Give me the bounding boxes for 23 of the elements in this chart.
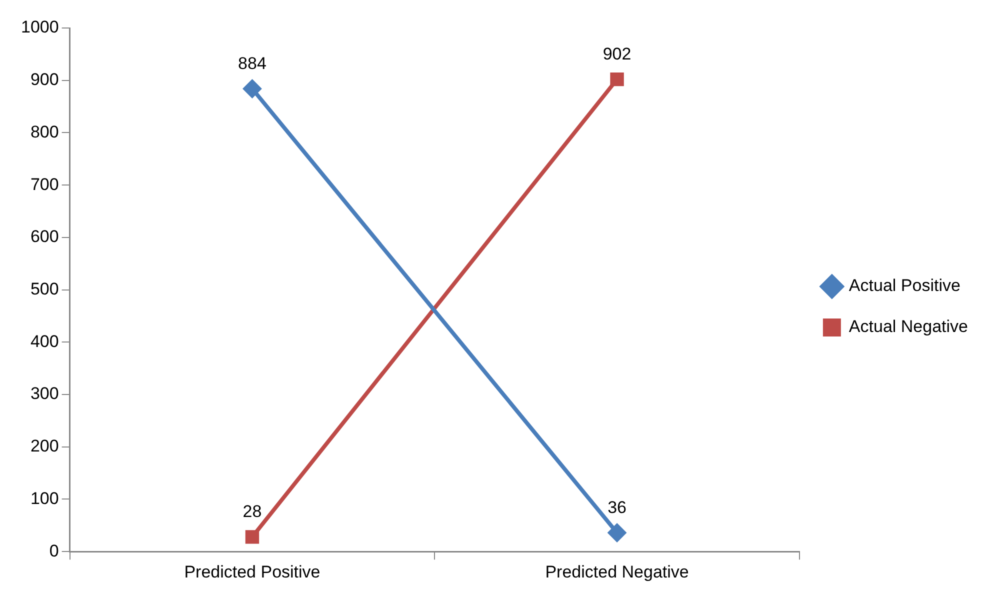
data-label: 28 xyxy=(242,502,262,522)
y-tick-label: 1000 xyxy=(20,18,59,37)
y-tick-label: 200 xyxy=(30,436,59,456)
y-tick-label: 300 xyxy=(30,384,59,404)
point xyxy=(608,523,627,542)
y-tick-label: 600 xyxy=(30,227,59,246)
y-tick-label: 900 xyxy=(30,70,59,90)
y-tick-label: 100 xyxy=(30,488,59,508)
y-tick-label: 400 xyxy=(30,332,59,351)
x-tick-label: Predicted Negative xyxy=(545,562,689,582)
point xyxy=(242,79,262,98)
data-label: 902 xyxy=(602,44,632,64)
y-tick-label: 0 xyxy=(49,541,59,560)
y-tick-label: 500 xyxy=(30,279,59,298)
point xyxy=(245,530,260,544)
data-label: 884 xyxy=(238,54,266,73)
x-tick-label: Predicted Positive xyxy=(184,562,320,582)
y-tick-label: 700 xyxy=(30,174,59,194)
data-label: 36 xyxy=(608,498,626,517)
y-tick-label: 800 xyxy=(30,122,59,142)
point xyxy=(610,72,624,86)
legend-label: Actual Positive xyxy=(848,276,960,296)
legend-label: Actual Negative xyxy=(848,317,968,336)
